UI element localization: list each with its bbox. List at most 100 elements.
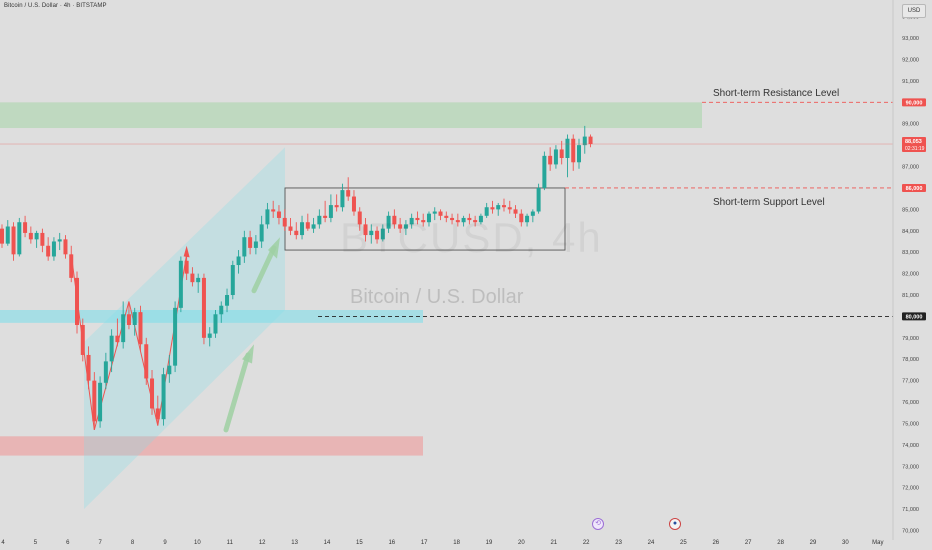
candle-body	[121, 314, 126, 343]
candle-body	[311, 224, 316, 229]
candle-body	[432, 211, 437, 214]
time-tick-label: 29	[810, 540, 817, 546]
support-annotation[interactable]: Short-term Support Level	[713, 197, 825, 208]
candle-body	[553, 149, 558, 165]
candle	[17, 217, 22, 257]
time-tick-label: 26	[712, 540, 719, 546]
candle-body	[519, 213, 524, 223]
candle-body	[150, 378, 155, 409]
candle-body	[398, 224, 403, 229]
candle-body	[305, 222, 310, 229]
currency-button[interactable]: USD	[902, 4, 926, 18]
candle	[184, 254, 189, 281]
candle-body	[357, 211, 362, 225]
candle	[386, 211, 391, 233]
candle	[282, 209, 287, 231]
watermark-ticker: BTCUSD, 4h	[340, 214, 603, 261]
candle-body	[51, 241, 56, 257]
candle	[398, 217, 403, 233]
candle-body	[265, 209, 270, 225]
candle	[253, 235, 258, 255]
price-tick-label: 70,000	[902, 529, 919, 535]
candle-body	[478, 215, 483, 223]
candle-body	[40, 232, 45, 246]
up-arrow-lower	[223, 352, 251, 433]
candle	[553, 145, 558, 169]
candle	[501, 198, 506, 212]
resistance-annotation[interactable]: Short-term Resistance Level	[713, 88, 840, 99]
time-tick-label: 13	[291, 540, 298, 546]
candle	[150, 369, 155, 415]
candle	[421, 213, 426, 227]
candle	[196, 273, 201, 293]
candle	[536, 183, 541, 214]
candle	[571, 134, 576, 171]
price-tick-label: 91,000	[902, 79, 919, 85]
candle-body	[23, 222, 28, 233]
zones-layer	[0, 102, 702, 456]
candle	[323, 200, 328, 223]
symbol-title[interactable]: Bitcoin / U.S. Dollar · 4h · BITSTAMP	[4, 3, 107, 9]
candle	[236, 250, 241, 274]
time-tick-label: 16	[388, 540, 395, 546]
candle	[259, 215, 264, 248]
up-arrow-lower-head	[242, 344, 254, 364]
candle-body	[501, 205, 506, 208]
candle-body	[300, 222, 305, 236]
price-tick-label: 85,000	[902, 207, 919, 213]
candle	[242, 230, 247, 263]
candle-body	[288, 226, 293, 231]
candle-body	[155, 408, 160, 420]
candle-body	[317, 215, 322, 225]
candle-body	[525, 215, 530, 223]
candle-body	[340, 190, 345, 208]
candle	[173, 301, 178, 373]
candle	[375, 226, 380, 244]
candle-body	[75, 277, 80, 325]
candle-body	[467, 217, 472, 221]
candle-body	[259, 224, 264, 242]
price-tick-label: 71,000	[902, 507, 919, 513]
candle	[57, 232, 62, 251]
candle-body	[328, 205, 333, 218]
candle-body	[115, 335, 120, 343]
time-tick-label: 25	[680, 540, 687, 546]
candle-body	[513, 209, 518, 214]
time-tick-label: May	[872, 540, 883, 546]
candle-body	[178, 260, 183, 308]
resistance-zone	[0, 102, 702, 129]
ascending-channel	[84, 147, 285, 510]
key-level-badge-text: 80,000	[906, 314, 923, 320]
candle-body	[565, 138, 570, 158]
event-us-flag-icon[interactable]: ●	[669, 518, 681, 530]
time-tick-label: 12	[259, 540, 266, 546]
candle	[190, 267, 195, 287]
candle	[409, 213, 414, 229]
candle	[34, 230, 39, 248]
candle-body	[34, 232, 39, 240]
candle	[86, 346, 91, 390]
event-crypto-icon[interactable]: ⟲	[592, 518, 604, 530]
candle-body	[138, 312, 143, 345]
price-tick-label: 75,000	[902, 421, 919, 427]
key-level-badge-bg	[902, 312, 926, 321]
candle	[542, 151, 547, 191]
candle-body	[438, 211, 443, 216]
candle-body	[455, 220, 460, 223]
candle	[461, 215, 466, 227]
candle	[340, 183, 345, 212]
up-arrow-upper	[251, 245, 277, 294]
candle-body	[196, 277, 201, 283]
candle-body	[386, 215, 391, 229]
price-tick-label: 87,000	[902, 165, 919, 171]
candle	[271, 200, 276, 218]
candle	[155, 395, 160, 426]
candle-body	[103, 361, 108, 383]
candle-body	[484, 207, 489, 216]
candle	[92, 372, 97, 430]
price-tick-label: 76,000	[902, 400, 919, 406]
candle-body	[28, 232, 33, 240]
time-tick-label: 22	[583, 540, 590, 546]
candle	[380, 224, 385, 242]
